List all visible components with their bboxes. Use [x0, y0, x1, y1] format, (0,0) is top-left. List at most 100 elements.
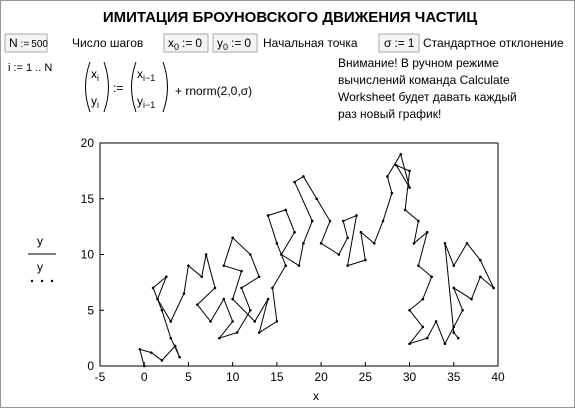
- trace-point: [213, 286, 217, 290]
- trace-point: [302, 242, 305, 245]
- trace-point: [284, 264, 288, 267]
- trace-point: [337, 253, 341, 256]
- trace-point: [492, 286, 495, 290]
- trace-point: [470, 297, 473, 301]
- trace-point: [169, 320, 173, 323]
- trace-point: [430, 275, 433, 279]
- trace-point: [319, 242, 323, 245]
- x-tick-label: 35: [447, 370, 461, 384]
- trace-point: [142, 364, 146, 368]
- trace-point: [218, 336, 221, 340]
- trace-point: [302, 175, 305, 178]
- trace-point: [257, 331, 261, 334]
- trace-point: [200, 275, 204, 279]
- def-box: [378, 33, 420, 53]
- label: Начальная точка: [263, 36, 358, 50]
- y-tick-label: 0: [87, 359, 94, 373]
- trace-point: [479, 275, 482, 279]
- trace-point: [381, 219, 385, 223]
- trace-point: [421, 297, 425, 301]
- trace-point: [452, 325, 456, 329]
- trace-point: [182, 292, 186, 295]
- trace-point: [138, 347, 142, 351]
- bracket: [131, 61, 168, 113]
- trace-point: [151, 286, 155, 290]
- op: :=: [394, 36, 404, 50]
- lhs: yi: [91, 94, 99, 110]
- trace-point: [394, 164, 398, 167]
- trace-point: [390, 191, 394, 195]
- trace-point: [399, 152, 403, 156]
- rhs: xi−1: [137, 67, 155, 83]
- trace-point: [328, 219, 332, 223]
- x-tick-label: 5: [185, 370, 192, 384]
- label: Число шагов: [72, 36, 143, 50]
- trace-point: [257, 275, 261, 279]
- sub: 0: [223, 42, 228, 52]
- x-tick-label: 20: [314, 370, 328, 384]
- op: :=: [182, 36, 192, 50]
- trace-point: [156, 297, 159, 301]
- var: x: [137, 67, 143, 81]
- trace-point: [231, 320, 234, 323]
- note-line: Worksheet будет давать каждый: [338, 90, 517, 104]
- trace-point: [160, 308, 164, 312]
- trace-point: [421, 325, 425, 329]
- legend-label: y: [37, 234, 43, 248]
- sub: i−1: [143, 100, 155, 110]
- trace-point: [443, 342, 447, 346]
- op: :=: [113, 81, 123, 95]
- trace-point: [240, 286, 243, 290]
- bracket: [85, 61, 109, 113]
- trace-point: [310, 219, 314, 223]
- label: Стандартное отклонение: [423, 36, 564, 50]
- sub: i−1: [143, 73, 155, 83]
- note-line: Внимание! В ручном режиме: [338, 56, 499, 70]
- trace-point: [231, 297, 234, 301]
- x-tick-label: 30: [403, 370, 417, 384]
- value: 0: [195, 36, 202, 50]
- trace-point: [149, 351, 153, 354]
- trace-point: [173, 344, 177, 348]
- trace-point: [346, 264, 349, 267]
- trace-point: [284, 208, 288, 212]
- trace-point: [408, 342, 411, 346]
- trace-point: [275, 320, 279, 323]
- trace-point: [403, 208, 407, 212]
- note-line: раз новый график!: [338, 107, 441, 121]
- trace-point: [165, 275, 168, 279]
- title: ИМИТАЦИЯ БРОУНОВСКОГО ДВИЖЕНИЯ ЧАСТИЦ: [103, 9, 477, 26]
- var: x: [91, 67, 97, 81]
- trace-point: [364, 258, 367, 262]
- def-n: N:= 500: [9, 36, 48, 50]
- trace-point: [240, 269, 243, 273]
- x-axis-label: x: [313, 389, 319, 403]
- var: y: [137, 94, 143, 108]
- range: i := 1 .. N: [8, 62, 52, 74]
- lhs: xi: [91, 67, 99, 83]
- trace-point: [386, 175, 389, 178]
- trace-point: [195, 303, 199, 306]
- x-tick-label: 40: [491, 370, 505, 384]
- y-tick-label: 20: [81, 136, 95, 150]
- trace-point: [231, 236, 234, 240]
- def-x0: x0:= 0: [168, 36, 202, 52]
- value: 500: [31, 39, 48, 50]
- trace-point: [293, 230, 296, 234]
- def-box: [212, 33, 258, 53]
- value: 1: [408, 36, 415, 50]
- trace-line: [139, 152, 495, 367]
- value: 0: [244, 36, 251, 50]
- sub: 0: [174, 42, 179, 52]
- x-tick-label: 25: [359, 370, 373, 384]
- trace-point: [417, 264, 420, 267]
- legend-dots: [30, 279, 54, 283]
- x-tick-label: 10: [226, 370, 240, 384]
- var: y: [217, 36, 223, 50]
- trace-point: [452, 264, 456, 267]
- formula-tail: + rnorm(2,0,σ): [175, 84, 252, 98]
- trace-point: [169, 336, 173, 340]
- trace-point: [461, 308, 464, 312]
- op: :=: [21, 39, 30, 50]
- trace-point: [209, 320, 212, 323]
